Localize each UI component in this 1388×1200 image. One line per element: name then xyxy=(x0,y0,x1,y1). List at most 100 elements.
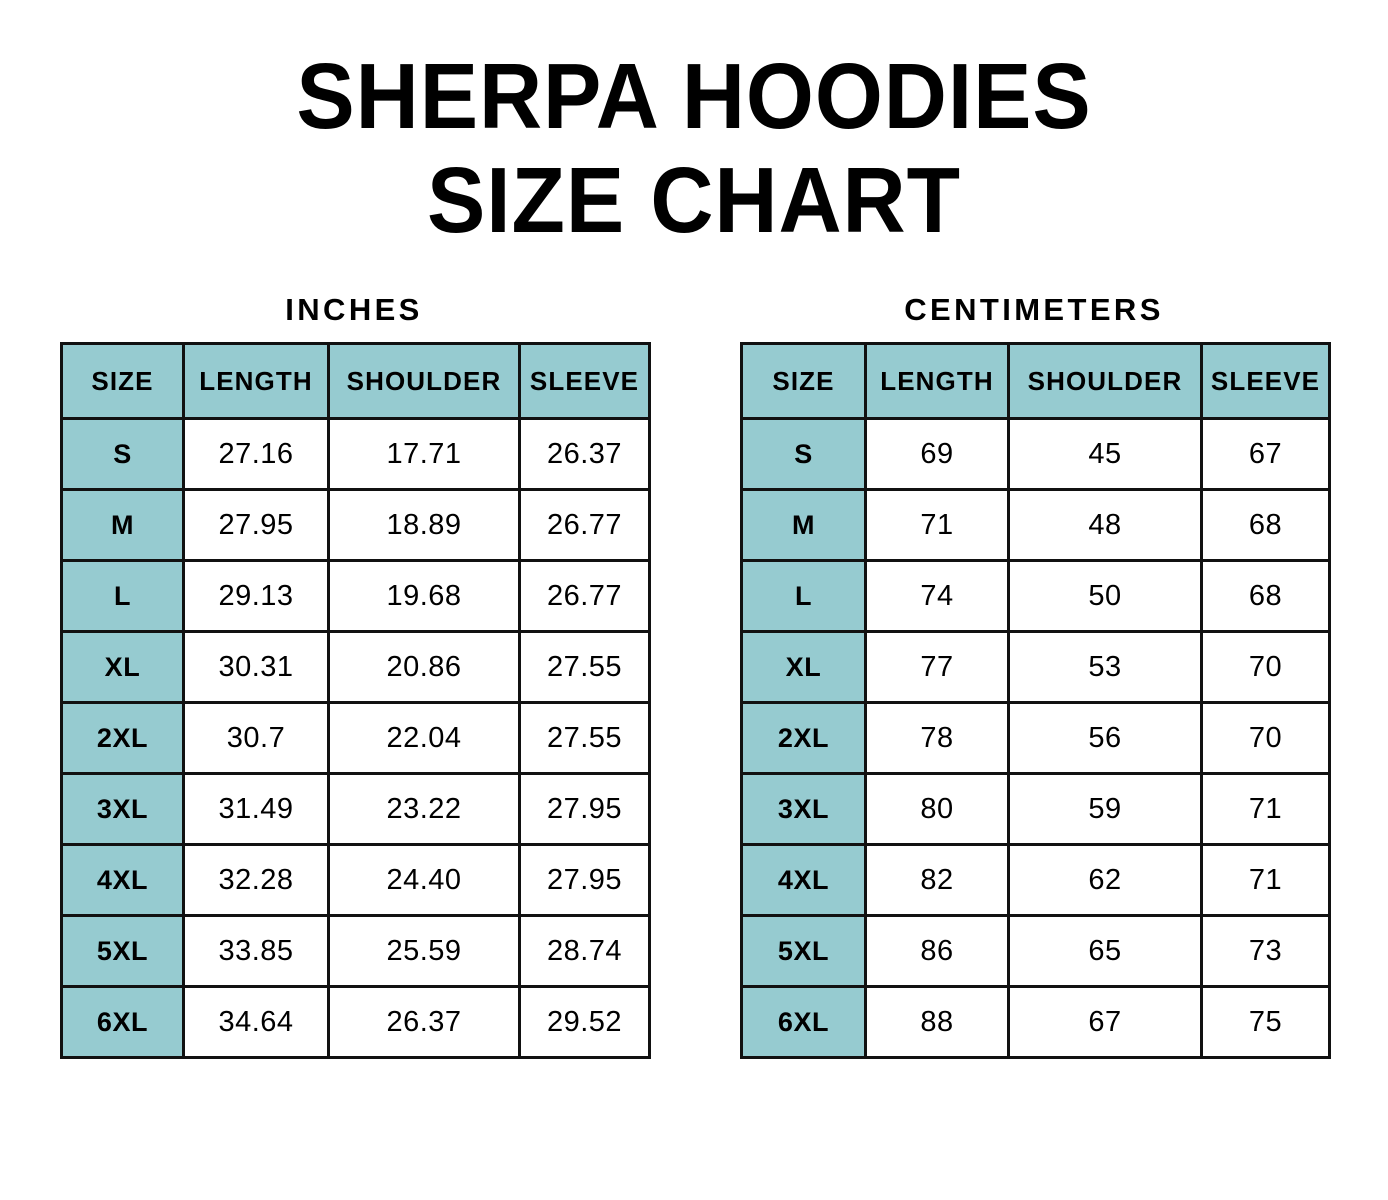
cell-sleeve: 28.74 xyxy=(518,914,651,988)
cell-shoulder: 67 xyxy=(1007,985,1203,1059)
cell-shoulder: 65 xyxy=(1007,914,1203,988)
cell-size: 5XL xyxy=(60,914,185,988)
table-row: 3XL 80 59 71 xyxy=(740,772,1331,846)
cell-sleeve: 26.77 xyxy=(518,488,651,562)
cell-sleeve: 68 xyxy=(1200,488,1331,562)
unit-heading-centimeters: CENTIMETERS xyxy=(904,292,1164,327)
table-row: 6XL 88 67 75 xyxy=(740,985,1331,1059)
cell-length: 30.31 xyxy=(182,630,330,704)
cell-length: 71 xyxy=(864,488,1010,562)
cell-sleeve: 70 xyxy=(1200,701,1331,775)
title-line-1: SHERPA HOODIES xyxy=(296,44,1092,148)
cell-size: 3XL xyxy=(60,772,185,846)
cell-shoulder: 59 xyxy=(1007,772,1203,846)
cell-length: 29.13 xyxy=(182,559,330,633)
size-table-centimeters: SIZE LENGTH SHOULDER SLEEVE S 69 45 67 M… xyxy=(740,342,1331,1059)
cell-size: 3XL xyxy=(740,772,867,846)
cell-size: M xyxy=(740,488,867,562)
table-row: 5XL 86 65 73 xyxy=(740,914,1331,988)
inches-table-section: INCHES SIZE LENGTH SHOULDER SLEEVE S 27.… xyxy=(60,290,651,1059)
table-row: M 71 48 68 xyxy=(740,488,1331,562)
table-row: XL 30.31 20.86 27.55 xyxy=(60,630,651,704)
table-row: L 74 50 68 xyxy=(740,559,1331,633)
cell-sleeve: 27.95 xyxy=(518,772,651,846)
cell-shoulder: 22.04 xyxy=(327,701,521,775)
cell-size: L xyxy=(60,559,185,633)
centimeters-table-section: CENTIMETERS SIZE LENGTH SHOULDER SLEEVE … xyxy=(740,290,1331,1059)
table-row: M 27.95 18.89 26.77 xyxy=(60,488,651,562)
cell-sleeve: 75 xyxy=(1200,985,1331,1059)
column-header-sleeve: SLEEVE xyxy=(518,342,651,420)
table-row: 4XL 32.28 24.40 27.95 xyxy=(60,843,651,917)
cell-sleeve: 26.77 xyxy=(518,559,651,633)
table-row: 2XL 30.7 22.04 27.55 xyxy=(60,701,651,775)
table-row: L 29.13 19.68 26.77 xyxy=(60,559,651,633)
column-header-length: LENGTH xyxy=(182,342,330,420)
cell-sleeve: 29.52 xyxy=(518,985,651,1059)
column-header-shoulder: SHOULDER xyxy=(1007,342,1203,420)
cell-shoulder: 19.68 xyxy=(327,559,521,633)
column-header-size: SIZE xyxy=(60,342,185,420)
cell-length: 27.16 xyxy=(182,417,330,491)
size-table-inches: SIZE LENGTH SHOULDER SLEEVE S 27.16 17.7… xyxy=(60,342,651,1059)
cell-length: 74 xyxy=(864,559,1010,633)
cell-size: XL xyxy=(740,630,867,704)
cell-size: 4XL xyxy=(740,843,867,917)
cell-sleeve: 27.95 xyxy=(518,843,651,917)
cell-size: 6XL xyxy=(740,985,867,1059)
cell-sleeve: 70 xyxy=(1200,630,1331,704)
title-line-2: SIZE CHART xyxy=(427,148,961,252)
cell-length: 30.7 xyxy=(182,701,330,775)
cell-size: 5XL xyxy=(740,914,867,988)
cell-size: 2XL xyxy=(60,701,185,775)
cell-shoulder: 48 xyxy=(1007,488,1203,562)
cell-sleeve: 67 xyxy=(1200,417,1331,491)
cell-size: 4XL xyxy=(60,843,185,917)
cell-length: 69 xyxy=(864,417,1010,491)
table-row: 3XL 31.49 23.22 27.95 xyxy=(60,772,651,846)
cell-shoulder: 62 xyxy=(1007,843,1203,917)
cell-shoulder: 25.59 xyxy=(327,914,521,988)
cell-sleeve: 68 xyxy=(1200,559,1331,633)
table-header-row: SIZE LENGTH SHOULDER SLEEVE xyxy=(740,342,1331,420)
table-row: 4XL 82 62 71 xyxy=(740,843,1331,917)
cell-length: 78 xyxy=(864,701,1010,775)
cell-sleeve: 71 xyxy=(1200,772,1331,846)
cell-size: 2XL xyxy=(740,701,867,775)
cell-length: 33.85 xyxy=(182,914,330,988)
cell-shoulder: 45 xyxy=(1007,417,1203,491)
page-title: SHERPA HOODIES SIZE CHART xyxy=(0,0,1388,252)
cell-shoulder: 17.71 xyxy=(327,417,521,491)
cell-sleeve: 27.55 xyxy=(518,701,651,775)
table-row: 5XL 33.85 25.59 28.74 xyxy=(60,914,651,988)
cell-size: L xyxy=(740,559,867,633)
cell-length: 82 xyxy=(864,843,1010,917)
cell-length: 80 xyxy=(864,772,1010,846)
cell-sleeve: 26.37 xyxy=(518,417,651,491)
cell-shoulder: 18.89 xyxy=(327,488,521,562)
cell-shoulder: 50 xyxy=(1007,559,1203,633)
column-header-size: SIZE xyxy=(740,342,867,420)
cell-sleeve: 73 xyxy=(1200,914,1331,988)
table-row: S 27.16 17.71 26.37 xyxy=(60,417,651,491)
cell-length: 77 xyxy=(864,630,1010,704)
table-row: XL 77 53 70 xyxy=(740,630,1331,704)
table-row: S 69 45 67 xyxy=(740,417,1331,491)
cell-length: 34.64 xyxy=(182,985,330,1059)
cell-shoulder: 53 xyxy=(1007,630,1203,704)
table-header-row: SIZE LENGTH SHOULDER SLEEVE xyxy=(60,342,651,420)
cell-shoulder: 26.37 xyxy=(327,985,521,1059)
table-row: 2XL 78 56 70 xyxy=(740,701,1331,775)
cell-size: S xyxy=(60,417,185,491)
column-header-sleeve: SLEEVE xyxy=(1200,342,1331,420)
column-header-length: LENGTH xyxy=(864,342,1010,420)
table-row: 6XL 34.64 26.37 29.52 xyxy=(60,985,651,1059)
cell-shoulder: 24.40 xyxy=(327,843,521,917)
cell-length: 88 xyxy=(864,985,1010,1059)
cell-length: 86 xyxy=(864,914,1010,988)
cell-size: XL xyxy=(60,630,185,704)
cell-shoulder: 20.86 xyxy=(327,630,521,704)
cell-sleeve: 27.55 xyxy=(518,630,651,704)
cell-shoulder: 23.22 xyxy=(327,772,521,846)
cell-size: M xyxy=(60,488,185,562)
